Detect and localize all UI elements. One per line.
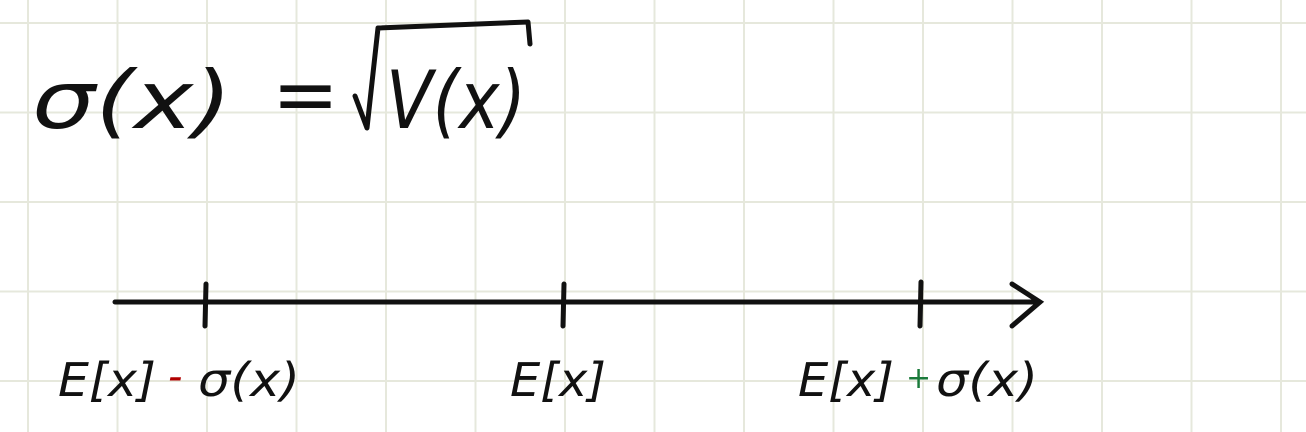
tick-label-base: E[x] <box>510 353 606 407</box>
tick-label-mean-plus-sigma: E[x] + σ(x) <box>798 353 1038 407</box>
sqrt-symbol <box>352 19 533 131</box>
tick-mean-minus-sigma <box>202 281 209 329</box>
tick-label-base: E[x] <box>798 353 894 407</box>
std-dev-formula: σ(x) = V(x) <box>32 19 533 147</box>
formula-equals: = <box>272 48 339 141</box>
tick-mean <box>560 281 567 329</box>
tick-label-mean-minus-sigma: E[x] - σ(x) <box>58 353 300 407</box>
minus-operator: - <box>168 354 182 400</box>
tick-label-term: σ(x) <box>198 353 300 407</box>
formula-lhs: σ(x) <box>32 54 232 147</box>
plus-operator: + <box>906 361 931 396</box>
formula-sqrt-argument: V(x) <box>386 54 526 147</box>
tick-label-mean: E[x] <box>510 353 606 407</box>
tick-label-term: σ(x) <box>936 353 1038 407</box>
tick-mean-plus-sigma <box>917 279 924 329</box>
tick-label-base: E[x] <box>58 353 156 407</box>
number-line <box>112 279 1045 329</box>
axis-arrowhead <box>1009 281 1045 329</box>
